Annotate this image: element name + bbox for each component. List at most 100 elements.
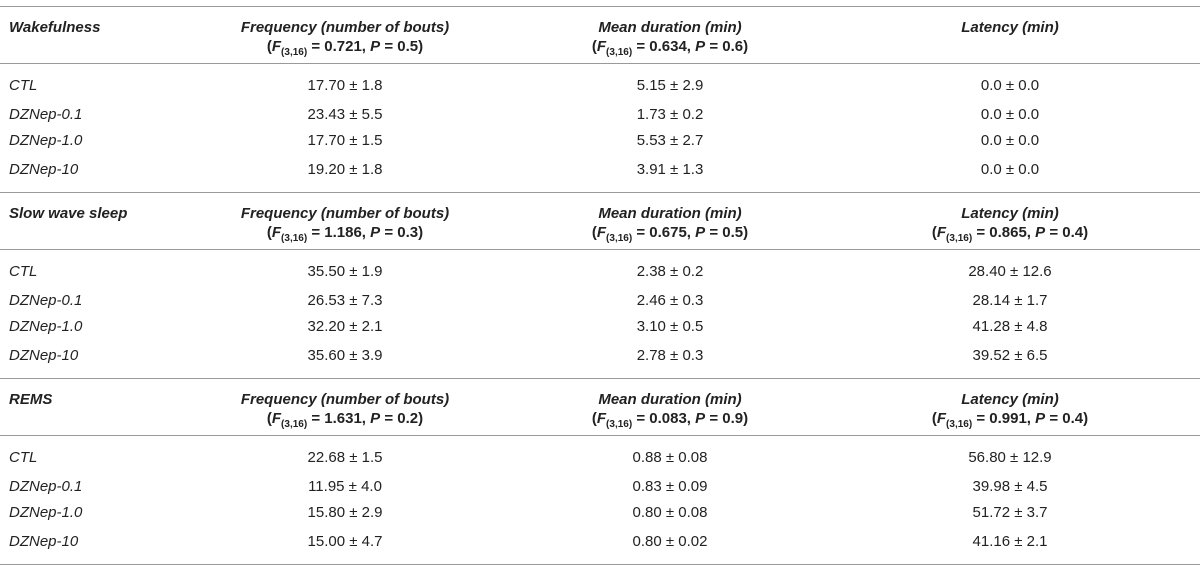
group-label: DZNep-0.1 [9,106,83,123]
table-cell: 35.60 ± 3.9 [307,347,383,364]
table-cell: 28.14 ± 1.7 [972,292,1048,309]
column-header-label: Frequency (number of bouts) [240,19,450,36]
table-cell: 0.0 ± 0.0 [980,77,1040,94]
table-cell: 0.88 ± 0.08 [632,449,708,466]
stat-p-symbol: P [695,224,706,241]
table-cell: 2.46 ± 0.3 [636,292,704,309]
table-cell: 0.80 ± 0.08 [632,504,708,521]
table-cell: 35.50 ± 1.9 [307,263,383,280]
divider-line [0,378,1200,379]
anova-statistic: (F(3,16) = 1.186, P = 0.3) [171,223,519,248]
stat-f-value: = 0.991, [972,410,1036,427]
stat-p-value: = 0.6) [705,38,749,55]
column-header: Frequency (number of bouts) (F(3,16) = 1.… [170,378,520,436]
table-cell: 0.0 ± 0.0 [980,161,1040,178]
stat-degrees-freedom: (3,16) [606,419,633,430]
stat-f-value: = 0.721, [307,38,371,55]
table-cell: 5.53 ± 2.7 [636,132,704,149]
table-row: CTL 22.68 ± 1.5 0.88 ± 0.08 56.80 ± 12.9 [0,436,1200,475]
table-cell: 26.53 ± 7.3 [307,292,383,309]
stat-p-symbol: P [370,410,381,427]
stat-degrees-freedom: (3,16) [281,233,308,244]
table-cell: 32.20 ± 2.1 [307,318,383,335]
stat-p-value: = 0.4) [1045,410,1089,427]
table-row: DZNep-0.1 26.53 ± 7.3 2.46 ± 0.3 28.14 ± 1.… [0,288,1200,314]
stat-degrees-freedom: (3,16) [606,47,633,58]
table-cell: 41.28 ± 4.8 [972,318,1048,335]
table-cell: 3.91 ± 1.3 [636,161,704,178]
stat-open-paren: ( [266,38,272,55]
column-header: Latency (min) (F(3,16) = 0.865, P = 0.4) [820,192,1200,250]
table-cell: 51.72 ± 3.7 [972,504,1048,521]
stat-degrees-freedom: (3,16) [281,419,308,430]
group-label: CTL [9,77,38,94]
table-row: CTL 35.50 ± 1.9 2.38 ± 0.2 28.40 ± 12.6 [0,250,1200,289]
table-cell: 15.80 ± 2.9 [307,504,383,521]
column-header-label: Mean duration (min) [598,205,742,222]
section-header-row: Wakefulness Frequency (number of bouts) (F… [0,6,1200,64]
column-header-label: Frequency (number of bouts) [240,391,450,408]
stat-open-paren: ( [591,224,597,241]
anova-statistic: (F(3,16) = 0.675, P = 0.5) [521,223,819,248]
stat-p-symbol: P [1035,224,1046,241]
stat-p-symbol: P [1035,410,1046,427]
anova-statistic: (F(3,16) = 1.631, P = 0.2) [171,409,519,434]
table-cell: 19.20 ± 1.8 [307,161,383,178]
stat-degrees-freedom: (3,16) [946,419,973,430]
stat-p-value: = 0.3) [380,224,424,241]
column-header: Frequency (number of bouts) (F(3,16) = 0.… [170,6,520,64]
stat-p-symbol: P [370,224,381,241]
table-row: DZNep-1.0 32.20 ± 2.1 3.10 ± 0.5 41.28 ± 4.… [0,314,1200,340]
stat-open-paren: ( [266,224,272,241]
stat-p-value: = 0.5) [380,38,424,55]
table-cell: 17.70 ± 1.5 [307,132,383,149]
column-header: Mean duration (min) (F(3,16) = 0.675, P =… [520,192,820,250]
table-cell: 1.73 ± 0.2 [636,106,704,123]
column-header: Frequency (number of bouts) (F(3,16) = 1.… [170,192,520,250]
table-cell: 11.95 ± 4.0 [308,478,382,495]
stat-f-value: = 0.675, [632,224,696,241]
stat-open-paren: ( [931,410,937,427]
section-header-row: REMS Frequency (number of bouts) (F(3,16) … [0,378,1200,436]
table-cell: 56.80 ± 12.9 [968,449,1052,466]
stat-p-value: = 0.4) [1045,224,1089,241]
column-header: Mean duration (min) (F(3,16) = 0.634, P =… [520,6,820,64]
anova-statistic: (F(3,16) = 0.721, P = 0.5) [171,37,519,62]
section-title: REMS [0,378,170,436]
stat-p-symbol: P [695,410,706,427]
stat-p-value: = 0.9) [705,410,749,427]
table-cell: 28.40 ± 12.6 [968,263,1052,280]
stat-open-paren: ( [266,410,272,427]
divider-line [0,192,1200,193]
table-cell: 5.15 ± 2.9 [636,77,704,94]
group-label: DZNep-1.0 [9,132,83,149]
column-header: Latency (min) (F(3,16) = 0.991, P = 0.4) [820,378,1200,436]
stat-p-symbol: P [370,38,381,55]
table-row: DZNep-1.0 15.80 ± 2.9 0.80 ± 0.08 51.72 ± 3… [0,500,1200,526]
table-cell: 22.68 ± 1.5 [307,449,383,466]
anova-statistic: (F(3,16) = 0.865, P = 0.4) [821,223,1199,248]
section-header-row: Slow wave sleep Frequency (number of bout… [0,192,1200,250]
stat-open-paren: ( [931,224,937,241]
table-row: DZNep-10 15.00 ± 4.7 0.80 ± 0.02 41.16 ± 2.… [0,526,1200,564]
table-row: DZNep-10 35.60 ± 3.9 2.78 ± 0.3 39.52 ± 6.5 [0,340,1200,378]
group-label: DZNep-10 [9,533,79,550]
table-body: Wakefulness Frequency (number of bouts) (F… [0,6,1200,565]
section-title: Wakefulness [0,6,170,64]
anova-statistic: (F(3,16) = 0.634, P = 0.6) [521,37,819,62]
table-row: CTL 17.70 ± 1.8 5.15 ± 2.9 0.0 ± 0.0 [0,64,1200,103]
stat-degrees-freedom: (3,16) [946,233,973,244]
table-cell: 3.10 ± 0.5 [636,318,704,335]
column-header-label: Latency (min) [961,19,1059,36]
group-label: DZNep-0.1 [9,478,83,495]
section-title: Slow wave sleep [0,192,170,250]
stat-f-value: = 1.631, [307,410,371,427]
table-cell: 39.52 ± 6.5 [972,347,1048,364]
stat-f-symbol: F [271,224,282,241]
group-label: DZNep-10 [9,161,79,178]
stat-f-symbol: F [596,38,607,55]
table-cell: 0.0 ± 0.0 [980,132,1040,149]
stat-p-value: = 0.2) [380,410,424,427]
table-cell: 0.80 ± 0.02 [632,533,708,550]
